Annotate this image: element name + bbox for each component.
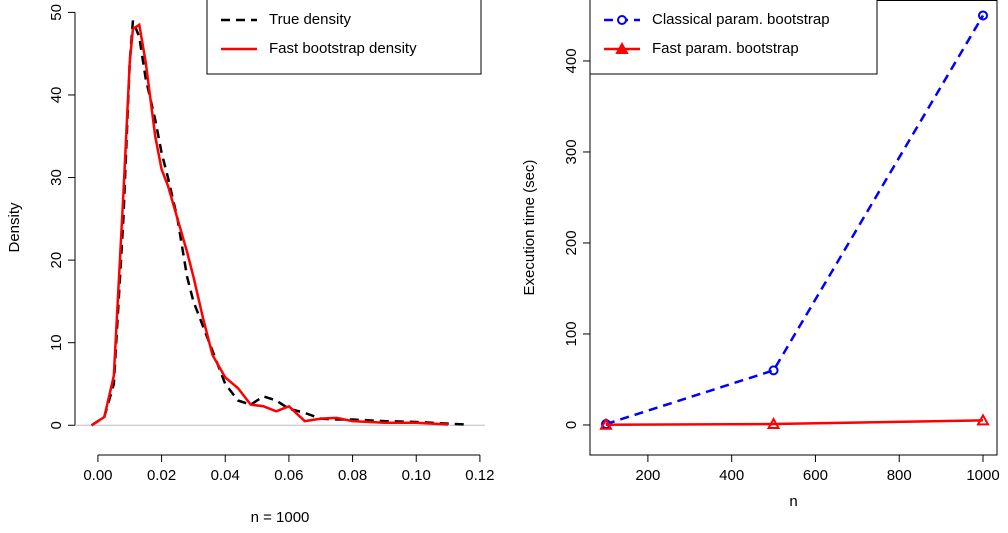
y-tick-label: 50 [48,4,65,21]
x-axis-label: n = 1000 [251,509,310,526]
legend-box [206,0,482,75]
x-tick-label: 400 [719,467,744,484]
x-tick-label: 0.00 [83,467,112,484]
x-tick-label: 600 [803,467,828,484]
y-axis-label: Execution time (sec) [521,160,538,296]
x-tick-label: 800 [887,467,912,484]
x-tick-label: 0.06 [274,467,303,484]
y-tick-label: 400 [563,48,580,73]
legend-label: Fast bootstrap density [269,40,417,57]
legend: Classical param. bootstrap Fast param. bo… [589,0,878,75]
y-tick-label: 40 [48,87,65,104]
y-tick-label: 300 [563,139,580,164]
legend-marker [615,41,629,54]
point-marker [976,413,990,426]
legend-marker [617,15,627,25]
point-marker [766,417,781,430]
x-tick-label: 200 [635,467,660,484]
point-marker [768,365,779,376]
x-tick-label: 0.02 [147,467,176,484]
series-line [605,419,984,426]
x-tick-label: 0.10 [402,467,431,484]
y-tick-label: 0 [563,421,580,429]
chart: 200 400 600 800 1000 0 100 200 300 400 n Execution … [521,0,1000,510]
x-tick-label: 0.12 [465,467,494,484]
legend-box [589,0,878,75]
y-tick-label: 100 [563,321,580,346]
point-marker [978,10,989,21]
y-tick-label: 200 [563,230,580,255]
chart: 0.00 0.02 0.04 0.06 0.08 0.10 0.12 0 10 20 30 40 50 n… [6,0,495,526]
y-tick-label: 0 [48,421,65,429]
x-axis-label: n [789,493,797,510]
y-tick-label: 10 [48,334,65,351]
x-tick-label: 0.08 [338,467,367,484]
legend-label: Classical param. bootstrap [652,11,830,28]
y-tick-label: 30 [48,169,65,186]
x-tick-label: 1000 [966,467,999,484]
y-tick-label: 20 [48,252,65,269]
legend-label: True density [269,11,351,28]
legend: True density Fast bootstrap density [206,0,482,75]
point-marker [599,417,613,430]
x-tick-label: 0.04 [211,467,240,484]
series-line [605,14,985,426]
legend-label: Fast param. bootstrap [652,40,799,57]
y-axis-label: Density [6,202,23,253]
series-line [90,22,449,427]
